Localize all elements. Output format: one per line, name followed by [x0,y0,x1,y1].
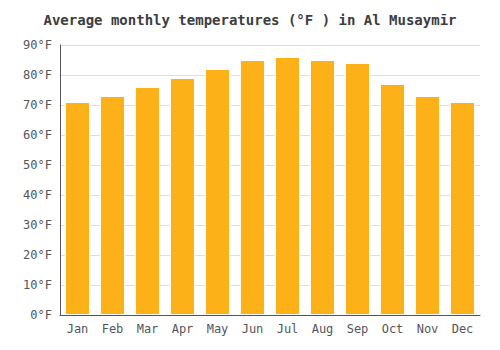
svg-text:80°F: 80°F [23,68,52,82]
svg-text:Feb: Feb [102,322,124,336]
svg-text:60°F: 60°F [23,128,52,142]
svg-text:0°F: 0°F [30,308,52,322]
svg-text:Dec: Dec [452,322,474,336]
svg-text:70°F: 70°F [23,98,52,112]
svg-text:20°F: 20°F [23,248,52,262]
svg-text:May: May [207,322,229,336]
svg-text:Jun: Jun [242,322,264,336]
svg-text:Mar: Mar [137,322,159,336]
svg-text:90°F: 90°F [23,38,52,52]
svg-text:Apr: Apr [172,322,194,336]
svg-text:Oct: Oct [382,322,404,336]
svg-text:Nov: Nov [417,322,439,336]
svg-text:Sep: Sep [347,322,369,336]
svg-text:Jan: Jan [67,322,89,336]
svg-text:30°F: 30°F [23,218,52,232]
svg-text:50°F: 50°F [23,158,52,172]
svg-text:Jul: Jul [277,322,299,336]
svg-text:10°F: 10°F [23,278,52,292]
svg-text:40°F: 40°F [23,188,52,202]
svg-text:Aug: Aug [312,322,334,336]
svg-text:Average monthly temperatures (: Average monthly temperatures (°F ) in Al… [43,12,456,28]
